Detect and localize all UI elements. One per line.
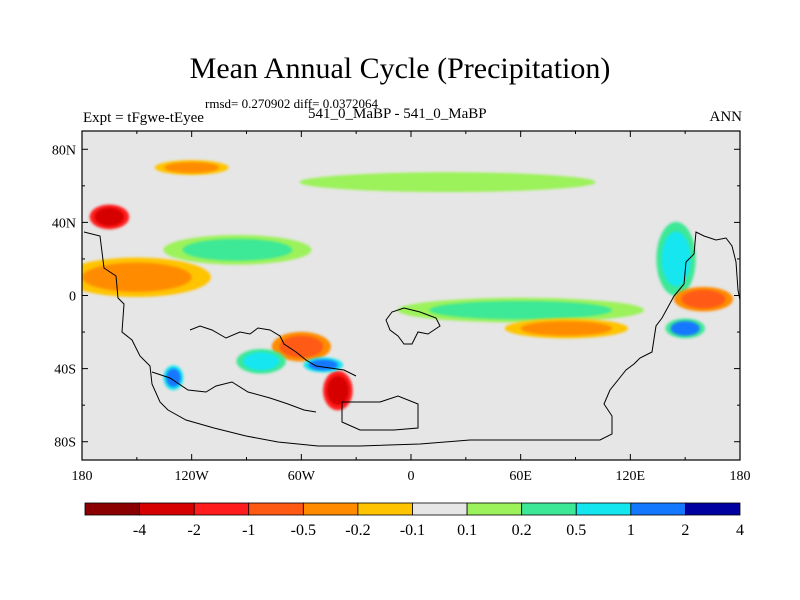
colorbar-swatch-9 xyxy=(575,502,632,516)
chart-title: Mean Annual Cycle (Precipitation) xyxy=(189,52,611,85)
colorbar-swatch-6 xyxy=(412,502,468,516)
colorbar-label-6: 0.1 xyxy=(457,522,477,539)
field-core-14 xyxy=(164,162,220,174)
stats-label: rmsd= 0.270902 diff= 0.0372064 xyxy=(205,96,378,111)
axes: 180 120W 60W 0 60E 120E 180 80N 40N 0 40S 80S xyxy=(52,131,751,484)
y-tick-label-1: 40N xyxy=(52,216,76,231)
colorbar-label-9: 1 xyxy=(627,522,635,539)
x-tick-label-6: 180 xyxy=(730,469,751,484)
colorbar-swatch-11 xyxy=(685,502,741,516)
field-core-9 xyxy=(520,321,613,336)
colorbar-label-0: -4 xyxy=(133,522,146,539)
y-tick-label-0: 80N xyxy=(52,143,76,158)
field-core-4 xyxy=(242,352,280,371)
colorbar-label-10: 2 xyxy=(681,522,689,539)
colorbar-swatch-5 xyxy=(357,502,413,516)
x-tick-label-2: 60W xyxy=(288,469,316,484)
colorbar-label-5: -0.1 xyxy=(400,522,425,539)
colorbar: -4 -2 -1 -0.5 -0.2 -0.1 0.1 0.2 0.5 1 2 4 xyxy=(84,502,744,539)
colorbar-swatch-0 xyxy=(84,502,140,516)
colorbar-swatch-1 xyxy=(139,502,195,516)
coast-ant xyxy=(151,371,317,413)
colorbar-label-7: 0.2 xyxy=(512,522,532,539)
coast-antarctic-island xyxy=(341,395,419,431)
colorbar-label-1: -2 xyxy=(188,522,201,539)
colorbar-swatch-2 xyxy=(193,502,250,516)
colorbar-swatch-7 xyxy=(466,502,523,516)
field-core-2 xyxy=(182,238,293,261)
field-core-8 xyxy=(429,300,613,320)
colorbar-swatch-3 xyxy=(248,502,304,516)
field-core-11 xyxy=(681,290,726,309)
x-tick-label-3: 0 xyxy=(408,469,415,484)
x-tick-label-0: 180 xyxy=(72,469,93,484)
colorbar-label-11: 4 xyxy=(736,522,744,539)
colorbar-label-8: 0.5 xyxy=(566,522,586,539)
precip-field xyxy=(82,160,734,411)
field-core-10 xyxy=(661,231,691,287)
coast-africa xyxy=(385,307,441,345)
y-tick-label-2: 0 xyxy=(69,290,76,305)
case-label: 541_0_MaBP - 541_0_MaBP xyxy=(308,106,487,122)
field-core-3 xyxy=(279,335,324,358)
season-label: ANN xyxy=(709,109,743,125)
y-tick-label-4: 80S xyxy=(54,436,76,451)
field-core-5 xyxy=(326,375,349,406)
coast-america xyxy=(83,231,740,447)
x-tick-label-4: 60E xyxy=(509,469,532,484)
coastlines xyxy=(83,231,740,447)
colorbar-swatch-10 xyxy=(630,502,686,516)
y-tick-label-3: 40S xyxy=(54,363,76,378)
colorbar-label-2: -1 xyxy=(242,522,255,539)
x-tick-label-5: 120E xyxy=(616,469,646,484)
colorbar-swatch-8 xyxy=(521,502,577,516)
field-core-0 xyxy=(94,207,125,227)
experiment-label: Expt = tFgwe-tEyee xyxy=(83,110,204,126)
field-core-1 xyxy=(82,262,192,292)
field-core-13 xyxy=(337,174,558,190)
colorbar-swatch-4 xyxy=(302,502,359,516)
field-core-12 xyxy=(670,321,700,336)
x-tick-label-1: 120W xyxy=(175,469,210,484)
colorbar-label-4: -0.2 xyxy=(345,522,370,539)
coast-sa-east xyxy=(189,325,357,377)
colorbar-label-3: -0.5 xyxy=(291,522,316,539)
